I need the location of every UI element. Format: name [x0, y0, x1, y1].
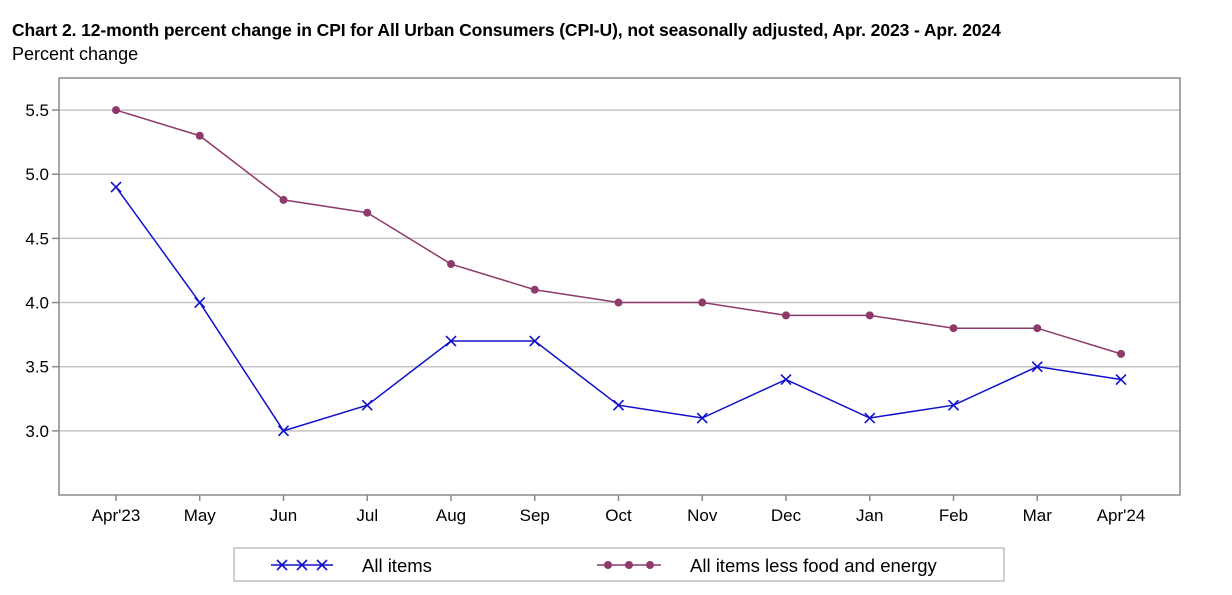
data-point-x-marker: [947, 399, 960, 411]
data-point-x-marker: [361, 399, 373, 411]
data-point-x-marker: [529, 335, 541, 347]
data-point-circle-marker: [112, 106, 120, 115]
data-point-circle-marker: [625, 561, 633, 569]
x-tick-label: Dec: [771, 506, 802, 525]
data-point-circle-marker: [1033, 324, 1042, 333]
data-point-x-marker: [1115, 373, 1127, 386]
x-tick-label: Apr'24: [1097, 506, 1146, 525]
data-point-x-marker: [276, 559, 288, 571]
x-tick-label: Aug: [436, 506, 466, 525]
data-point-x-marker: [612, 399, 625, 411]
x-axis-ticks: Apr'23 May Jun Jul Aug Sep Oct Nov Dec Jan Feb Mar A…: [92, 495, 1146, 525]
data-point-x-marker: [316, 559, 328, 571]
data-point-x-marker: [445, 335, 457, 347]
y-tick-label: 3.0: [25, 422, 49, 441]
x-tick-label: Mar: [1023, 506, 1053, 525]
y-axis-ticks: 3.0 3.5 4.0 4.5 5.0 5.5: [25, 101, 59, 441]
data-point-circle-marker: [447, 260, 455, 269]
series-line: [115, 109, 1122, 355]
data-point-x-marker: [296, 559, 308, 571]
data-point-circle-marker: [530, 285, 539, 294]
grid-lines: [59, 109, 1180, 432]
x-tick-label: Oct: [605, 506, 632, 525]
data-point-circle-marker: [698, 298, 707, 307]
series-all-items-less-food-and-energy: [112, 106, 1125, 358]
y-tick-label: 4.0: [25, 294, 49, 313]
series-line: [115, 186, 1122, 432]
x-tick-label: Jul: [356, 506, 378, 525]
y-tick-label: 5.5: [25, 101, 49, 120]
data-point-x-marker: [194, 296, 206, 309]
data-point-circle-marker: [1117, 349, 1125, 358]
data-point-circle-marker: [782, 311, 790, 320]
x-tick-label: Jun: [270, 506, 297, 525]
legend-item-all-items-less-food-and-energy: All items less food and energy: [597, 555, 938, 576]
y-tick-label: 4.5: [25, 229, 49, 248]
y-tick-label: 5.0: [25, 165, 49, 184]
data-point-x-marker: [1031, 361, 1043, 373]
legend-label: All items: [362, 555, 432, 576]
data-point-circle-marker: [195, 131, 204, 140]
data-point-x-marker: [696, 412, 708, 424]
legend: All items All items less food and energy: [233, 547, 1005, 582]
data-point-circle-marker: [604, 561, 612, 569]
data-point-circle-marker: [646, 561, 654, 569]
series-all-items: [110, 181, 1127, 437]
chart-title: Chart 2. 12-month percent change in CPI …: [12, 20, 1001, 40]
data-point-circle-marker: [614, 298, 623, 307]
x-tick-label: Apr'23: [92, 506, 141, 525]
y-tick-label: 3.5: [25, 358, 49, 377]
data-point-x-marker: [277, 425, 290, 437]
data-point-circle-marker: [279, 195, 288, 204]
x-tick-label: May: [184, 506, 217, 525]
x-tick-label: Feb: [939, 506, 968, 525]
data-point-x-marker: [780, 373, 792, 386]
data-point-circle-marker: [949, 324, 958, 333]
data-point-circle-marker: [865, 311, 874, 320]
data-point-circle-marker: [363, 208, 372, 217]
data-point-x-marker: [864, 412, 876, 424]
y-axis-unit-label: Percent change: [12, 44, 139, 64]
legend-item-all-items: All items: [271, 555, 432, 576]
x-tick-label: Jan: [856, 506, 883, 525]
series-layer: [110, 106, 1127, 437]
plot-frame: [58, 77, 1181, 496]
x-tick-label: Sep: [520, 506, 550, 525]
legend-label: All items less food and energy: [690, 555, 938, 576]
x-tick-label: Nov: [687, 506, 718, 525]
data-point-x-marker: [110, 181, 122, 193]
